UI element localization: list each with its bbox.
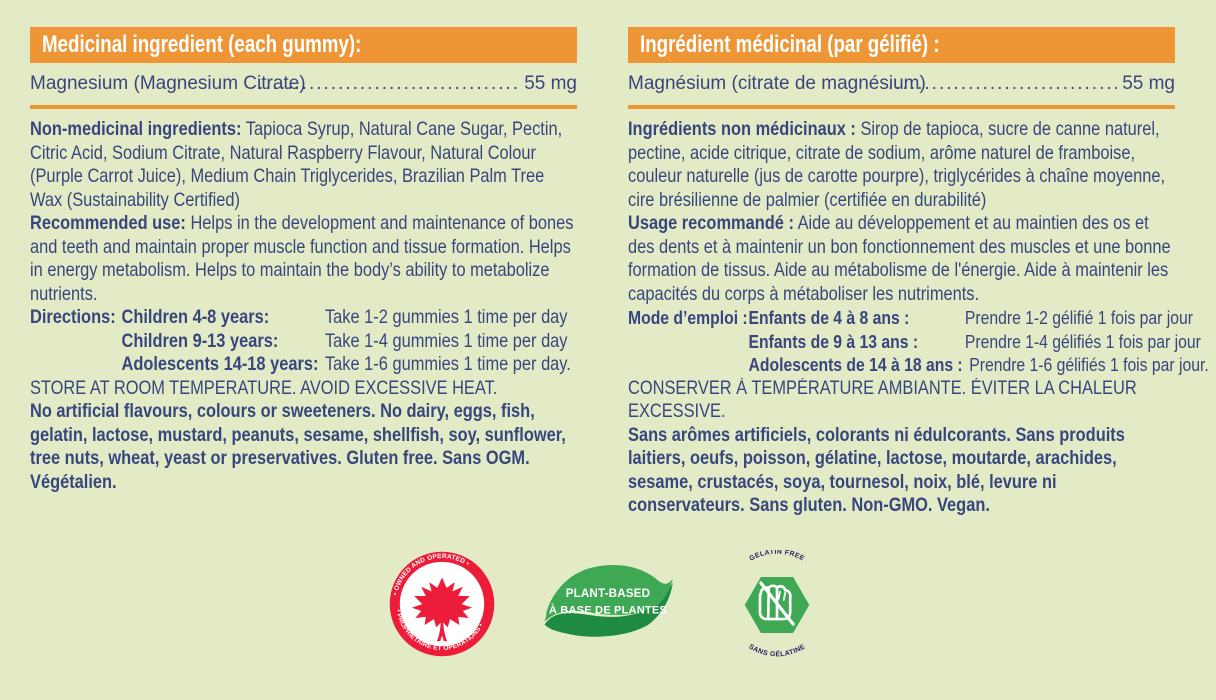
svg-text:PLANT-BASED: PLANT-BASED — [566, 587, 650, 600]
svg-text:À BASE DE PLANTES: À BASE DE PLANTES — [549, 604, 667, 617]
svg-text:GELATIN FREE: GELATIN FREE — [748, 550, 805, 563]
svg-text:SANS GÉLATINE: SANS GÉLATINE — [747, 643, 806, 658]
